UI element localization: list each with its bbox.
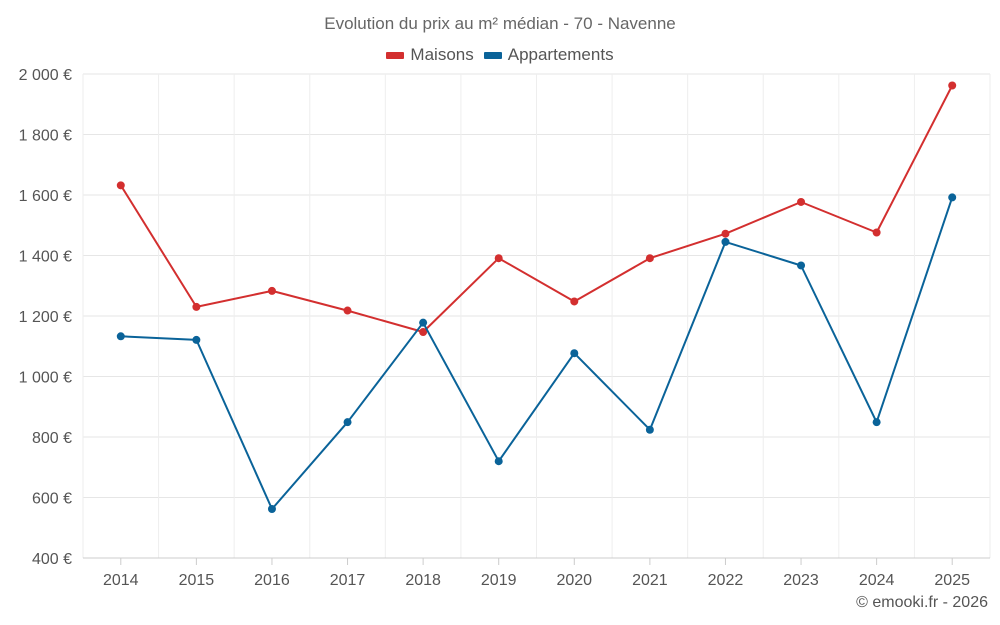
- data-point-maisons[interactable]: [872, 228, 881, 237]
- data-point-maisons[interactable]: [494, 254, 503, 263]
- data-point-appartements[interactable]: [116, 332, 125, 341]
- legend-item-maisons[interactable]: Maisons: [386, 45, 474, 65]
- legend-swatch-appartements: [483, 51, 502, 59]
- y-tick-label: 1 000 €: [19, 370, 72, 387]
- data-point-maisons[interactable]: [116, 181, 125, 190]
- y-tick-label: 600 €: [32, 491, 72, 508]
- series-line-maisons: [119, 85, 954, 333]
- legend-label-appartements: Appartements: [507, 45, 614, 64]
- data-point-appartements[interactable]: [419, 318, 428, 327]
- data-point-appartements[interactable]: [267, 504, 276, 513]
- data-point-maisons[interactable]: [797, 197, 806, 206]
- legend-item-appartements[interactable]: Appartements: [483, 45, 614, 65]
- data-point-maisons[interactable]: [948, 81, 957, 90]
- series-line-appartements: [120, 197, 954, 510]
- data-point-maisons[interactable]: [343, 306, 352, 315]
- chart-title: Evolution du prix au m² médian - 70 - Na…: [324, 14, 676, 33]
- data-point-appartements[interactable]: [948, 193, 957, 202]
- data-point-appartements[interactable]: [570, 349, 579, 358]
- x-tick-label: 2023: [783, 572, 819, 589]
- x-tick-label: 2021: [632, 572, 668, 589]
- x-tick-label: 2019: [481, 572, 517, 589]
- data-point-maisons[interactable]: [721, 229, 730, 238]
- credit-text: © emooki.fr - 2026: [856, 594, 988, 611]
- y-tick-label: 1 400 €: [19, 249, 72, 266]
- x-tick-label: 2014: [103, 572, 139, 589]
- x-tick-label: 2024: [859, 572, 895, 589]
- x-tick-label: 2025: [934, 572, 970, 589]
- y-tick-label: 1 600 €: [19, 188, 72, 205]
- data-point-appartements[interactable]: [797, 261, 806, 270]
- data-point-maisons[interactable]: [570, 297, 579, 306]
- x-tick-label: 2015: [179, 572, 215, 589]
- data-point-appartements[interactable]: [192, 335, 201, 344]
- x-tick-label: 2020: [556, 572, 592, 589]
- data-point-maisons[interactable]: [267, 286, 276, 295]
- data-point-maisons[interactable]: [645, 254, 654, 263]
- data-point-maisons[interactable]: [419, 328, 428, 337]
- y-tick-label: 400 €: [32, 551, 72, 568]
- chart-legend: Maisons Appartements: [0, 45, 1000, 65]
- x-tick-label: 2017: [330, 572, 366, 589]
- y-tick-label: 2 000 €: [19, 67, 72, 84]
- data-point-appartements[interactable]: [872, 418, 881, 427]
- legend-label-maisons: Maisons: [410, 45, 474, 64]
- data-point-maisons[interactable]: [192, 302, 201, 311]
- y-tick-label: 1 200 €: [19, 309, 72, 326]
- x-tick-label: 2018: [405, 572, 441, 589]
- data-point-appartements[interactable]: [494, 457, 503, 466]
- data-point-appartements[interactable]: [343, 418, 352, 427]
- data-point-appartements[interactable]: [645, 425, 654, 434]
- data-point-appartements[interactable]: [721, 237, 730, 246]
- y-tick-label: 800 €: [32, 430, 72, 447]
- y-tick-label: 1 800 €: [19, 128, 72, 145]
- legend-swatch-maisons: [386, 51, 405, 59]
- x-tick-label: 2016: [254, 572, 290, 589]
- x-tick-label: 2022: [708, 572, 744, 589]
